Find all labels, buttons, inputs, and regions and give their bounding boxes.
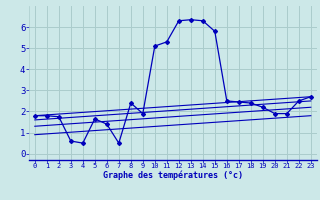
X-axis label: Graphe des températures (°c): Graphe des températures (°c): [103, 171, 243, 180]
